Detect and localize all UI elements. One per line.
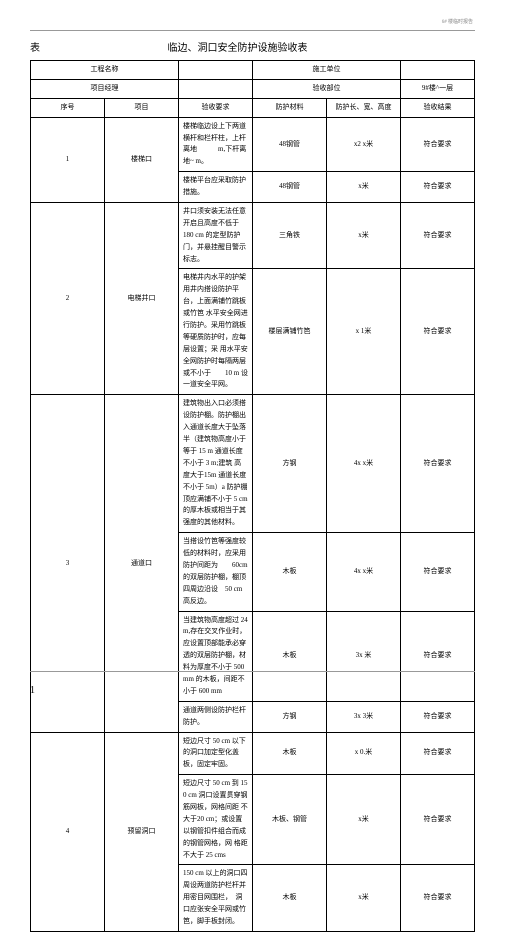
cell-dimension: 3x 3米 [327, 701, 401, 732]
cell-seq: 3 [31, 395, 105, 732]
cell-dimension: x 1米 [327, 269, 401, 395]
cell-requirement: 当搭设竹笆等强度较低的材料时，应采用防护间距为 60cm 的双层防护棚，棚顶四周… [179, 533, 253, 611]
cell-material: 方钢 [253, 395, 327, 533]
label-project-manager: 项目经理 [31, 79, 179, 98]
cell-result: 符合要求 [401, 395, 475, 533]
cell-result: 符合要求 [401, 775, 475, 865]
cell-result: 符合要求 [401, 732, 475, 775]
cell-requirement: 短边尺寸 50 cm 到 150 cm 洞口设置贯穿钢筋网板，网格间距 不大于2… [179, 775, 253, 865]
cell-seq: 1 [31, 117, 105, 202]
cell-dimension: x米 [327, 775, 401, 865]
label-inspection-part: 验收部位 [253, 79, 401, 98]
cell-material: 三角铁 [253, 203, 327, 269]
cell-material: 方钢 [253, 701, 327, 732]
cell-material: 木板 [253, 533, 327, 611]
cell-dimension: 4x x米 [327, 395, 401, 533]
doc-header-right: 6# 楼临时报告 [442, 18, 473, 25]
col-seq: 序号 [31, 98, 105, 117]
cell-dimension: x米 [327, 203, 401, 269]
cell-material: 楼层满铺竹笆 [253, 269, 327, 395]
cell-material: 木板、钢管 [253, 775, 327, 865]
cell-item: 电梯井口 [105, 203, 179, 395]
cell-item: 楼梯口 [105, 117, 179, 202]
cell-result: 符合要求 [401, 865, 475, 931]
col-dimension: 防护长、宽、高度 [327, 98, 401, 117]
value-inspection-part: 9#楼^一层 [401, 79, 475, 98]
cell-result: 符合要求 [401, 611, 475, 701]
cell-item: 预留洞口 [105, 732, 179, 931]
label-project-name: 工程名称 [31, 61, 179, 80]
inspection-table: 工程名称 施工单位 项目经理 验收部位 9#楼^一层 序号 项目 验收要求 防护… [30, 60, 475, 932]
cell-seq: 4 [31, 732, 105, 931]
col-result: 验收结果 [401, 98, 475, 117]
cell-material: 木板 [253, 732, 327, 775]
cell-requirement: 楼梯平台应采取防护措施。 [179, 172, 253, 203]
cell-dimension: x2 x米 [327, 117, 401, 172]
page-number: 1 [30, 685, 35, 696]
value-project-manager [179, 79, 253, 98]
cell-requirement: 楼梯临边设上下两道横杆和栏杆柱，上杆离地 m,下杆离地~ m。 [179, 117, 253, 172]
cell-dimension: x米 [327, 865, 401, 931]
cell-requirement: 建筑物出入口必须搭设防护棚。防护棚出入通道长度大于坠落半（建筑物高度小于等于 1… [179, 395, 253, 533]
cell-requirement: 短边尺寸 50 cm 以下的洞口加定型化盖板，固定牢固。 [179, 732, 253, 775]
cell-result: 符合要求 [401, 203, 475, 269]
doc-title: 临边、洞口安全防护设施验收表 [40, 39, 475, 54]
cell-result: 符合要求 [401, 172, 475, 203]
cell-requirement: 电梯井内水平的护架用井内搭设防护平台，上面满铺竹跳板或竹笆 水平安全网进行防护。… [179, 269, 253, 395]
cell-dimension: x米 [327, 172, 401, 203]
col-material: 防护材料 [253, 98, 327, 117]
cell-requirement: 通道两侧设防护栏杆防护。 [179, 701, 253, 732]
value-construction-unit [401, 61, 475, 80]
cell-result: 符合要求 [401, 117, 475, 172]
rule-bottom [30, 671, 475, 672]
label-table: 表 [30, 39, 40, 54]
cell-requirement: 150 cm 以上的洞口四周设两道防护栏杆并用密目网围栏， 洞口应张安全平网或竹… [179, 865, 253, 931]
cell-dimension: 3x 米 [327, 611, 401, 701]
cell-requirement: 井口须安装无法任意开启且高度不低于 180 cm 的定型防护门，并悬挂醒目警示标… [179, 203, 253, 269]
cell-material: 48钢管 [253, 172, 327, 203]
rule-top [30, 30, 475, 31]
cell-result: 符合要求 [401, 269, 475, 395]
cell-result: 符合要求 [401, 533, 475, 611]
cell-dimension: 4x x米 [327, 533, 401, 611]
value-project-name [179, 61, 253, 80]
cell-dimension: x 0.米 [327, 732, 401, 775]
cell-material: 木板 [253, 865, 327, 931]
cell-seq: 2 [31, 203, 105, 395]
cell-requirement: 当建筑物高度超过 24 m,存在交叉作业时，应设置顶部能承必穿透的双层防护棚，材… [179, 611, 253, 701]
cell-material: 木板 [253, 611, 327, 701]
cell-item: 通道口 [105, 395, 179, 732]
cell-material: 48钢管 [253, 117, 327, 172]
col-item: 项目 [105, 98, 179, 117]
cell-result: 符合要求 [401, 701, 475, 732]
col-requirement: 验收要求 [179, 98, 253, 117]
label-construction-unit: 施工单位 [253, 61, 401, 80]
